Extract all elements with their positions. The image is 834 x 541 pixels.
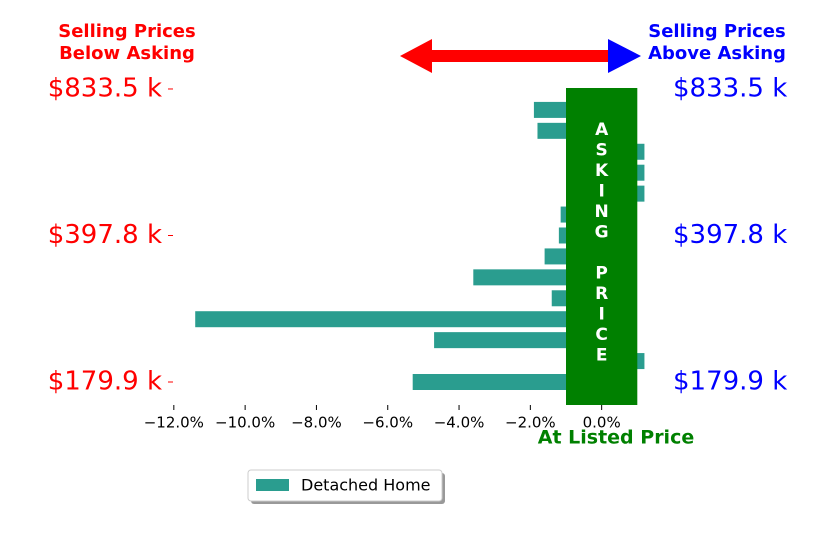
y-tick-label: $179.9 k [48, 367, 162, 397]
x-tick-label: −12.0% [144, 414, 204, 432]
y-tick-label-right: $833.5 k [673, 73, 787, 103]
bar [434, 332, 602, 349]
legend-swatch [256, 479, 289, 491]
bar [195, 311, 602, 328]
right-title: Above Asking [648, 43, 786, 64]
asking-band [566, 88, 638, 405]
x-axis-label: At Listed Price [538, 427, 694, 449]
legend [247, 469, 443, 502]
left-arrow [400, 39, 612, 73]
x-tick-label: −4.0% [434, 414, 485, 432]
bar [412, 374, 602, 390]
left-title: Selling Prices [58, 21, 195, 42]
x-tick-label: −10.0% [215, 414, 275, 432]
y-tick-label: $397.8 k [48, 220, 162, 250]
y-tick-label-right: $179.9 k [673, 367, 787, 397]
x-tick-label: −6.0% [362, 414, 413, 432]
x-tick-label: −2.0% [505, 414, 556, 432]
x-tick-label: −8.0% [291, 414, 342, 432]
x-tick-label: 0.0% [583, 414, 621, 432]
right-arrow [608, 39, 641, 73]
y-tick-label: $833.5 k [48, 73, 162, 103]
y-tick-label-right: $397.8 k [673, 220, 787, 250]
right-title: Selling Prices [648, 21, 785, 42]
legend-label: Detached Home [301, 476, 431, 495]
left-title: Below Asking [59, 43, 195, 64]
